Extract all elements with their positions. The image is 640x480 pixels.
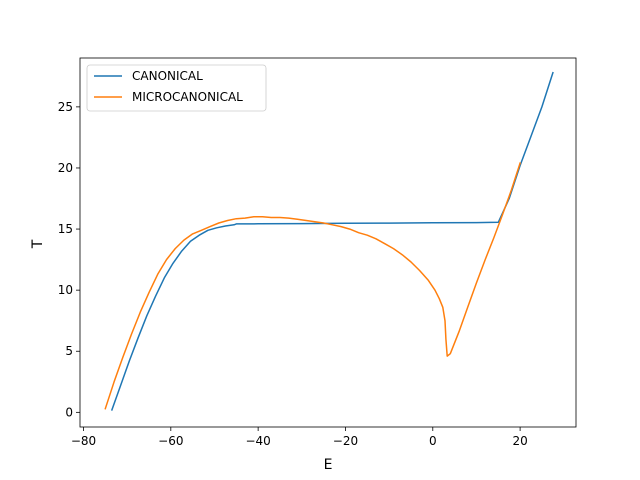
series-line-microcanonical bbox=[104, 162, 522, 410]
legend: CANONICAL MICROCANONICAL bbox=[86, 64, 267, 112]
axes-spines bbox=[79, 57, 577, 428]
y-tick-label: 20 bbox=[58, 161, 73, 175]
x-tick-label: −80 bbox=[71, 434, 96, 448]
x-tick-label: 20 bbox=[512, 434, 527, 448]
y-axis-ticks: 0 5 10 15 20 25 bbox=[58, 100, 80, 419]
y-tick-label: 15 bbox=[58, 222, 73, 236]
x-axis-ticks: −80 −60 −40 −20 0 20 bbox=[71, 427, 528, 448]
legend-label-microcanonical: MICROCANONICAL bbox=[132, 90, 243, 104]
y-tick-label: 0 bbox=[65, 405, 73, 419]
x-axis-label: E bbox=[324, 457, 333, 473]
y-tick-label: 25 bbox=[58, 100, 73, 114]
legend-label-canonical: CANONICAL bbox=[132, 69, 203, 83]
y-axis-label: T bbox=[30, 239, 46, 249]
x-tick-label: 0 bbox=[429, 434, 437, 448]
x-tick-label: −40 bbox=[245, 434, 270, 448]
y-tick-label: 5 bbox=[65, 344, 73, 358]
x-tick-label: −20 bbox=[333, 434, 358, 448]
y-tick-label: 10 bbox=[58, 283, 73, 297]
legend-box bbox=[86, 64, 267, 112]
axes-frame bbox=[79, 57, 577, 428]
plot-area bbox=[104, 71, 554, 411]
x-tick-label: −60 bbox=[158, 434, 183, 448]
